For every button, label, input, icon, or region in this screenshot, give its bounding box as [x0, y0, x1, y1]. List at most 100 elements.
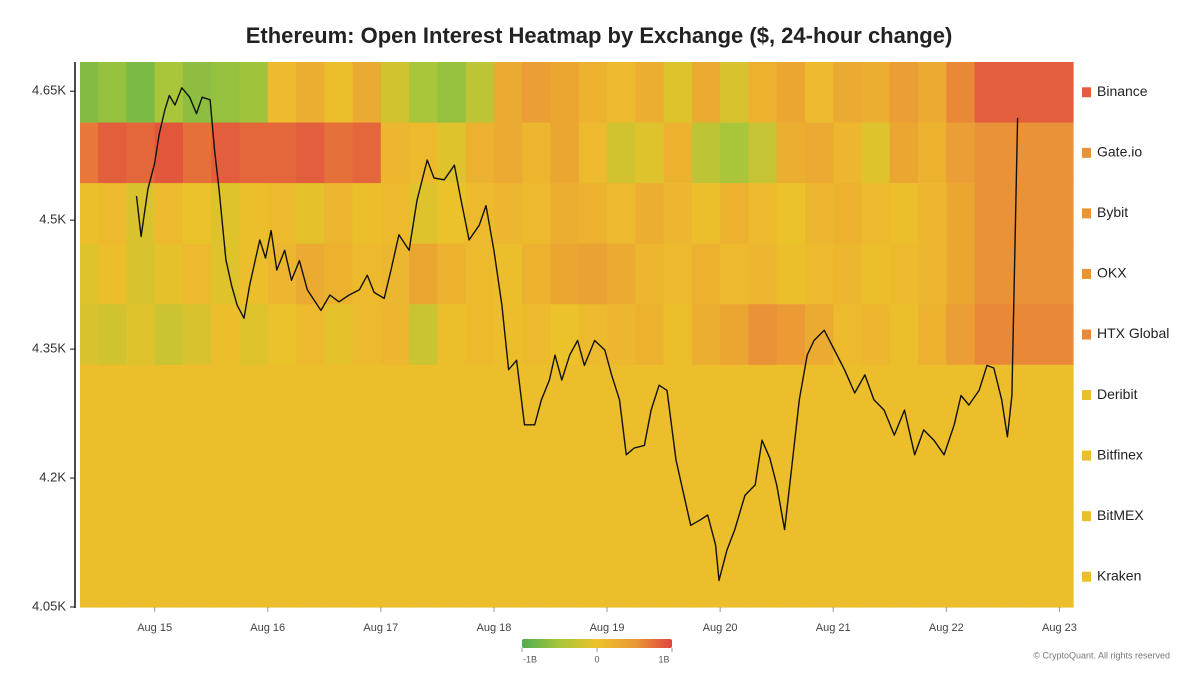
heat-cell [550, 485, 580, 548]
heat-cell [437, 304, 467, 366]
heat-cell [1002, 485, 1032, 548]
heat-cell [239, 425, 269, 487]
heat-cell [324, 243, 354, 305]
heat-cell [182, 122, 212, 184]
heat-cell [776, 364, 806, 426]
heat-cell [861, 183, 891, 245]
heat-cell [1031, 425, 1061, 487]
heat-cell [98, 546, 127, 608]
heat-cell [691, 62, 721, 124]
heat-cell [691, 364, 721, 426]
heat-cell [833, 546, 863, 608]
heat-cell [211, 425, 241, 487]
heat-cell [889, 364, 919, 426]
heat-cell [211, 122, 241, 184]
heat-cell [352, 425, 382, 487]
x-tick-label: Aug 19 [590, 622, 625, 634]
heat-cell [239, 62, 269, 124]
heat-cell [296, 425, 325, 487]
heat-cell [80, 425, 99, 487]
heat-cell [1002, 304, 1032, 366]
heat-cell [267, 425, 297, 487]
heat-cell [946, 485, 976, 548]
heat-cell [296, 364, 325, 426]
legend-swatch [1082, 268, 1091, 279]
heat-cell [98, 425, 127, 487]
heat-cell [889, 243, 919, 305]
heat-cell [550, 364, 580, 426]
heat-cell [126, 243, 156, 305]
heat-cell [437, 546, 467, 608]
heat-cell [889, 304, 919, 366]
x-tick-label: Aug 15 [137, 622, 172, 634]
heat-cell [918, 485, 947, 548]
heat-cell [267, 183, 297, 245]
heat-cell [918, 183, 947, 245]
heat-cell [1002, 62, 1032, 124]
heat-cell [267, 304, 297, 366]
heat-cell [1002, 243, 1032, 305]
heat-cell [267, 546, 297, 608]
y-tick-label: 4.5K [39, 212, 66, 227]
heat-cell [607, 546, 636, 608]
heat-cell [126, 122, 156, 184]
heat-cell [409, 546, 438, 608]
heat-cell [833, 304, 863, 366]
legend-swatch [1082, 87, 1091, 98]
heat-cell [833, 485, 863, 548]
heat-cell [861, 122, 891, 184]
heat-cell [380, 364, 410, 426]
heat-cell [1059, 546, 1074, 608]
heat-cell [409, 304, 438, 366]
heat-cell [182, 485, 212, 548]
heat-cell [663, 62, 693, 124]
heat-cell [607, 122, 636, 184]
heat-cell [776, 243, 806, 305]
heat-cell [1031, 122, 1061, 184]
heat-cell [1031, 243, 1061, 305]
heat-cell [409, 243, 438, 305]
heat-cell [720, 243, 750, 305]
heat-cell [889, 485, 919, 548]
heat-cell [974, 546, 1004, 608]
heat-cell [663, 546, 693, 608]
heat-cell [154, 425, 184, 487]
legend-label: Kraken [1097, 567, 1141, 583]
heat-cell [380, 485, 410, 548]
heat-cell [663, 183, 693, 245]
legend-label: Binance [1097, 83, 1148, 99]
heat-cell [607, 62, 636, 124]
heat-cell [578, 243, 608, 305]
heat-cell [1031, 485, 1061, 548]
heat-cell [720, 183, 750, 245]
heat-cell [1031, 546, 1061, 608]
heat-cell [522, 62, 552, 124]
heat-cell [239, 183, 269, 245]
heat-cell [296, 546, 325, 608]
heat-cell [918, 425, 947, 487]
heat-cell [861, 243, 891, 305]
heat-cell [352, 485, 382, 548]
heat-cell [211, 62, 241, 124]
heat-cell [607, 485, 636, 548]
heat-cell [380, 546, 410, 608]
x-tick-label: Aug 16 [250, 622, 285, 634]
heat-cell [211, 364, 241, 426]
heat-cell [98, 304, 127, 366]
heat-cell [522, 243, 552, 305]
heat-cell [324, 546, 354, 608]
legend-label: Bybit [1097, 204, 1128, 220]
heat-cell [267, 122, 297, 184]
heat-cell [918, 546, 947, 608]
heat-cell [1031, 304, 1061, 366]
heat-cell [80, 62, 99, 124]
heat-cell [437, 62, 467, 124]
heat-cell [380, 183, 410, 245]
heat-cell [80, 122, 99, 184]
heat-cell [80, 485, 99, 548]
heat-cell [493, 304, 523, 366]
heat-cell [833, 425, 863, 487]
heat-cell [776, 183, 806, 245]
footer: © CryptoQuant. All rights reserved [1033, 650, 1170, 660]
heat-cell [889, 62, 919, 124]
